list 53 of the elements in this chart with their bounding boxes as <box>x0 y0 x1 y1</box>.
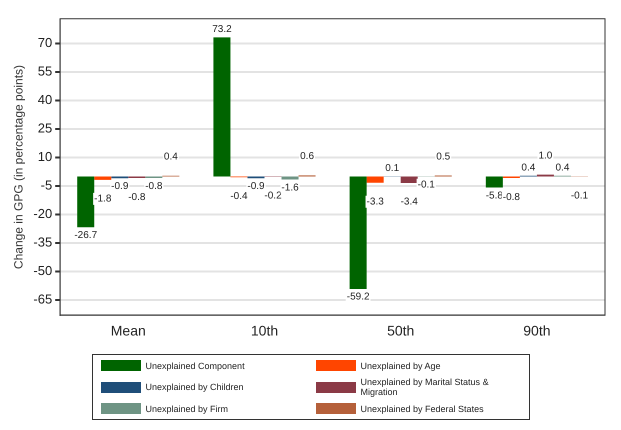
data-label: -0.2 <box>264 190 282 202</box>
y-tick-label: -5 <box>40 178 52 193</box>
data-label: -0.9 <box>111 180 129 192</box>
x-tick-label: 10th <box>250 322 278 338</box>
data-label: -5.8 <box>486 190 504 202</box>
bar <box>77 176 94 228</box>
y-tick-label: 25 <box>38 120 52 136</box>
y-tick-label: -35 <box>33 234 52 250</box>
data-label: -3.4 <box>400 196 418 208</box>
data-label: -26.7 <box>74 230 98 241</box>
y-tick-label: 70 <box>38 35 52 50</box>
data-label: -0.8 <box>502 192 520 203</box>
y-tick-label: 55 <box>38 64 52 79</box>
legend-label: Unexplained by Children <box>146 382 244 392</box>
data-label: -0.8 <box>128 192 146 203</box>
data-label: -1.6 <box>281 182 300 194</box>
bar <box>282 176 299 180</box>
bar <box>486 176 503 188</box>
data-label: 0.4 <box>555 162 570 174</box>
y-tick-label: -65 <box>33 292 52 307</box>
data-label: 0.5 <box>436 151 451 162</box>
data-label: 0.4 <box>164 151 178 162</box>
x-tick-label: Mean <box>110 322 146 338</box>
bar <box>350 176 367 289</box>
bar <box>213 37 230 176</box>
x-tick-label: 90th <box>523 322 551 338</box>
data-label: 0.4 <box>521 162 536 174</box>
y-tick-label: 40 <box>38 92 52 108</box>
data-label: 73.2 <box>212 24 232 36</box>
data-label: -59.2 <box>346 292 370 303</box>
data-label: 0.1 <box>385 163 400 174</box>
data-label: -3.3 <box>366 196 384 208</box>
y-tick-label: 10 <box>38 149 52 164</box>
y-tick-label: -20 <box>33 206 52 222</box>
bar <box>366 176 384 183</box>
y-tick-label: -50 <box>33 263 52 278</box>
legend-label: Unexplained by Firm <box>146 404 228 414</box>
legend-label: Unexplained by Age <box>360 360 441 370</box>
legend-label: Unexplained Component <box>146 360 245 370</box>
data-label: 1.0 <box>538 150 553 162</box>
bar <box>400 176 418 183</box>
data-label: 0.6 <box>300 151 314 162</box>
data-label: -0.1 <box>418 179 436 190</box>
legend-label: Unexplained by Marital Status & Migration <box>360 377 490 397</box>
data-label: -0.1 <box>570 190 589 202</box>
legend-label: Unexplained by Federal States <box>360 404 484 414</box>
data-label: -1.8 <box>94 194 112 205</box>
bar <box>94 176 112 180</box>
data-label: -0.4 <box>230 191 248 202</box>
y-axis-title: Change in GPG (in percentage points) <box>12 64 26 270</box>
data-label: -0.8 <box>145 180 163 192</box>
x-tick-label: 50th <box>387 322 414 338</box>
data-label: -0.9 <box>247 180 266 192</box>
